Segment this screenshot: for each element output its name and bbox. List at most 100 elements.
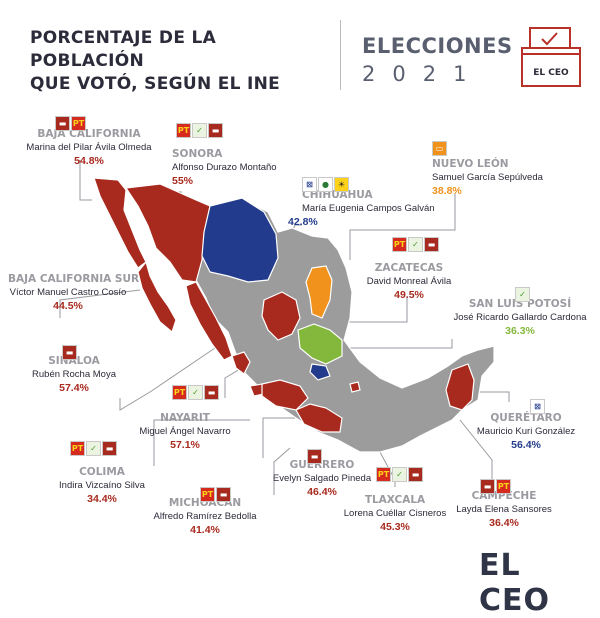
- candidate-name: Lorena Cuéllar Cisneros: [343, 508, 447, 519]
- candidate-name: Miguel Ángel Navarro: [139, 426, 231, 437]
- state-zacatecas: [261, 291, 301, 341]
- infographic: PORCENTAJE DE LA POBLACIÓN QUE VOTÓ, SEG…: [8, 20, 590, 618]
- state-name: SONORA: [172, 148, 223, 160]
- state-campeche: [445, 363, 475, 411]
- state-name: TLAXCALA: [364, 494, 426, 506]
- label-san-luis-potosi: SAN LUIS POTOSÍ José Ricardo Gallardo Ca…: [450, 298, 590, 339]
- party-logos-sonora: PT ✓ ▬: [176, 120, 224, 138]
- elections-heading: ELECCIONES: [362, 34, 513, 58]
- turnout-percent: 56.4%: [511, 439, 541, 451]
- morena-logo-icon: ▬: [216, 487, 231, 502]
- party-logos-queretaro: ⊠: [530, 396, 546, 414]
- candidate-name: Mauricio Kuri González: [476, 426, 576, 437]
- pt-logo-icon: PT: [70, 441, 85, 456]
- label-tlaxcala: TLAXCALA Lorena Cuéllar Cisneros 45.3%: [335, 494, 455, 535]
- candidate-name: José Ricardo Gallardo Cardona: [453, 312, 587, 323]
- pt-logo-icon: PT: [172, 385, 187, 400]
- label-queretaro: QUERÉTARO Mauricio Kuri González 56.4%: [466, 412, 586, 453]
- prd-logo-icon: ☀: [334, 177, 349, 192]
- mc-logo-icon: ▭: [432, 141, 447, 156]
- state-name: NUEVO LEÓN: [432, 158, 509, 170]
- candidate-name: Rubén Rocha Moya: [32, 369, 116, 380]
- state-name: QUERÉTARO: [490, 412, 562, 424]
- candidate-name: Evelyn Salgado Pineda: [272, 473, 372, 484]
- candidate-name: Víctor Manuel Castro Cosío: [9, 287, 127, 298]
- ballot-box-icon: EL CEO: [521, 27, 581, 87]
- pan-logo-icon: ⊠: [302, 177, 317, 192]
- morena-logo-icon: ▬: [102, 441, 117, 456]
- label-baja-california: BAJA CALIFORNIA Marina del Pilar Ávila O…: [14, 128, 164, 169]
- state-guerrero: [295, 403, 343, 433]
- party-logos-colima: PT ✓ ▬: [70, 438, 118, 456]
- label-nayarit: NAYARIT Miguel Ángel Navarro 57.1%: [130, 412, 240, 453]
- pt-logo-icon: PT: [71, 116, 86, 131]
- label-baja-california-sur: BAJA CALIFORNIA SUR Víctor Manuel Castro…: [8, 273, 140, 314]
- pvem-logo-icon: ✓: [392, 467, 407, 482]
- pt-logo-icon: PT: [496, 479, 511, 494]
- pt-logo-icon: PT: [376, 467, 391, 482]
- turnout-percent: 49.5%: [394, 289, 424, 301]
- turnout-percent: 41.4%: [190, 524, 220, 536]
- party-logos-campeche: ▬ PT: [480, 476, 512, 494]
- title-line-2: QUE VOTÓ, SEGÚN EL INE: [30, 74, 281, 94]
- pvem-logo-icon: ✓: [515, 287, 530, 302]
- candidate-name: María Eugenia Campos Galván: [302, 203, 435, 214]
- morena-logo-icon: ▬: [208, 123, 223, 138]
- pt-logo-icon: PT: [176, 123, 191, 138]
- turnout-percent: 54.8%: [74, 155, 104, 167]
- pan-logo-icon: ⊠: [530, 399, 545, 414]
- state-name: BAJA CALIFORNIA: [37, 128, 141, 140]
- party-logos-guerrero: ▬: [307, 446, 323, 464]
- candidate-name: Samuel García Sepúlveda: [432, 172, 543, 183]
- mexico-map: [59, 160, 510, 495]
- candidate-name: Layda Elena Sansores: [456, 504, 552, 515]
- morena-logo-icon: ▬: [480, 479, 495, 494]
- pt-logo-icon: PT: [392, 237, 407, 252]
- brand-logo: EL CEO: [479, 548, 551, 618]
- pvem-logo-icon: ✓: [408, 237, 423, 252]
- pri-logo-icon: ●: [318, 177, 333, 192]
- label-sinaloa: SINALOA Rubén Rocha Moya 57.4%: [24, 355, 124, 396]
- party-logos-tlaxcala: PT ✓ ▬: [376, 464, 424, 482]
- state-name: ZACATECAS: [374, 262, 444, 274]
- state-name: BAJA CALIFORNIA SUR: [8, 273, 140, 285]
- morena-logo-icon: ▬: [307, 449, 322, 464]
- party-logos-baja-california: ▬ PT: [55, 113, 87, 131]
- state-shapes: [93, 177, 475, 433]
- state-chihuahua: [201, 197, 279, 283]
- turnout-percent: 36.3%: [505, 325, 535, 337]
- candidate-name: David Monreal Ávila: [366, 276, 452, 287]
- state-sinaloa: [185, 281, 233, 361]
- page-title: PORCENTAJE DE LA POBLACIÓN QUE VOTÓ, SEG…: [30, 27, 330, 96]
- turnout-percent: 42.8%: [288, 216, 318, 228]
- turnout-percent: 57.1%: [170, 439, 200, 451]
- title-line-1: PORCENTAJE DE LA POBLACIÓN: [30, 28, 217, 71]
- morena-logo-icon: ▬: [424, 237, 439, 252]
- turnout-percent: 44.5%: [53, 300, 83, 312]
- label-zacatecas: ZACATECAS David Monreal Ávila 49.5%: [364, 262, 454, 303]
- candidate-name: Alfredo Ramírez Bedolla: [153, 511, 257, 522]
- state-queretaro: [309, 363, 331, 381]
- party-logos-san-luis-potosi: ✓: [515, 284, 531, 302]
- state-name: GUERRERO: [289, 459, 355, 471]
- pt-logo-icon: PT: [200, 487, 215, 502]
- pvem-logo-icon: ✓: [192, 123, 207, 138]
- state-name: SINALOA: [48, 355, 100, 367]
- state-nuevo-leon: [305, 265, 333, 319]
- state-name: SAN LUIS POTOSÍ: [468, 298, 572, 310]
- turnout-percent: 55%: [172, 175, 194, 187]
- turnout-percent: 46.4%: [307, 486, 337, 498]
- party-logos-zacatecas: PT ✓ ▬: [392, 234, 440, 252]
- elections-year: 2021: [362, 62, 484, 86]
- party-logos-nayarit: PT ✓ ▬: [172, 382, 220, 400]
- candidate-name: Indira Vizcaíno Silva: [59, 480, 145, 491]
- label-chihuahua: CHIHUAHUA María Eugenia Campos Galván 42…: [288, 189, 435, 228]
- label-nuevo-leon: NUEVO LEÓN Samuel García Sepúlveda 38.8%: [432, 158, 562, 199]
- label-guerrero: GUERRERO Evelyn Salgado Pineda 46.4%: [262, 459, 382, 500]
- turnout-percent: 45.3%: [380, 521, 410, 533]
- pvem-logo-icon: ✓: [188, 385, 203, 400]
- party-logos-sinaloa: ▬: [62, 342, 78, 360]
- label-campeche: CAMPECHE Layda Elena Sansores 36.4%: [444, 490, 564, 531]
- pvem-logo-icon: ✓: [86, 441, 101, 456]
- morena-logo-icon: ▬: [62, 345, 77, 360]
